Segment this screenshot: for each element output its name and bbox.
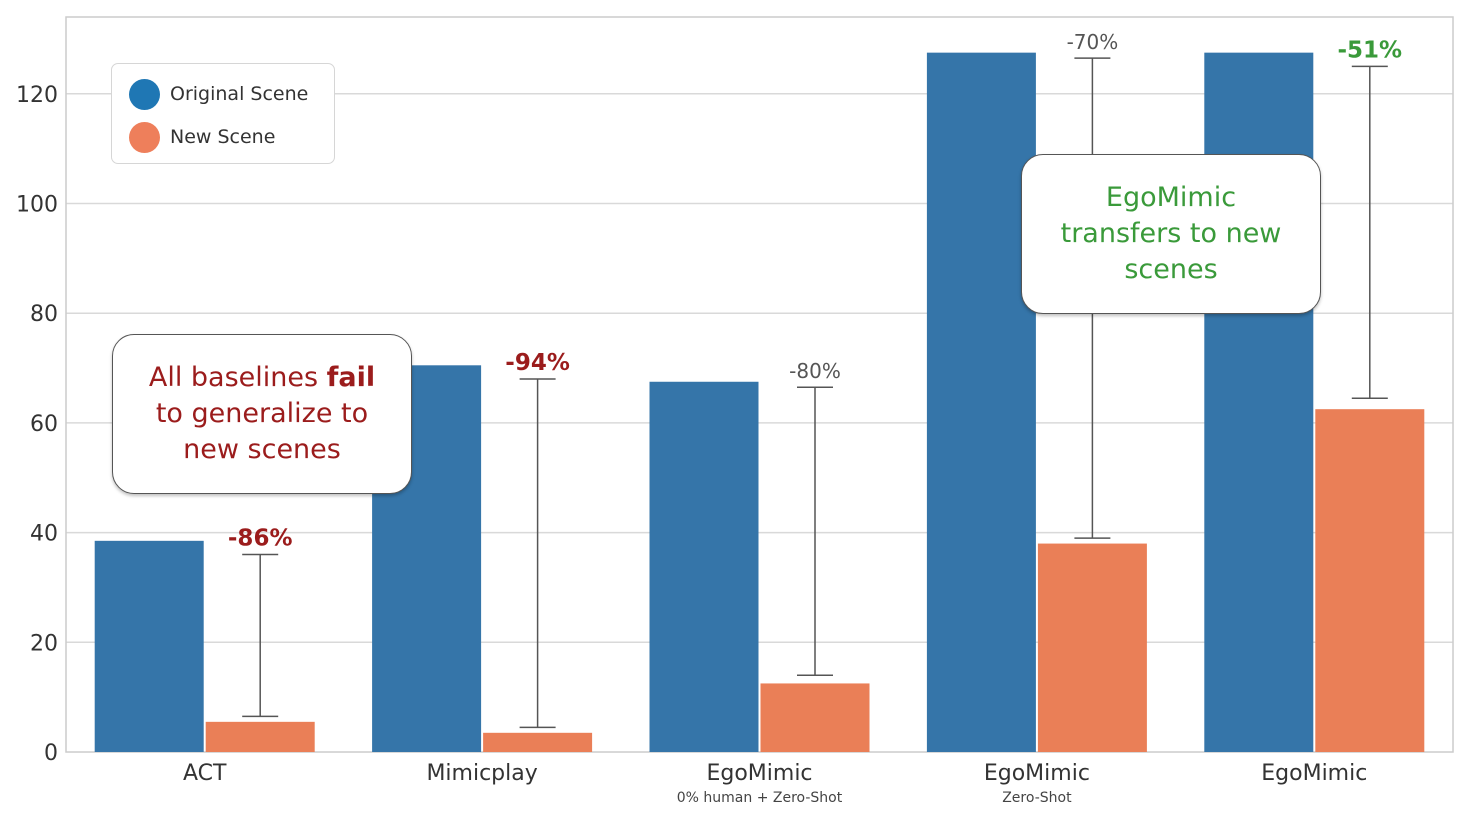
chart-legend: Original Scene New Scene <box>111 63 335 164</box>
x-tick-sublabel: Zero-Shot <box>1002 790 1072 806</box>
drop-percentage-label: -70% <box>1067 30 1119 54</box>
y-tick-label: 40 <box>30 522 58 547</box>
x-tick-label: ACT <box>183 761 227 786</box>
callout-fail-text-2: to generalize to new scenes <box>155 398 369 465</box>
legend-swatch-original <box>129 78 160 110</box>
bar-new-scene <box>1037 543 1147 752</box>
legend-label-original: Original Scene <box>170 83 309 105</box>
legend-item-original: Original Scene <box>129 78 308 110</box>
y-tick-label: 20 <box>30 631 58 656</box>
x-tick-label: Mimicplay <box>426 761 537 786</box>
x-tick-sublabel: 0% human + Zero-Shot <box>677 790 843 806</box>
y-tick-label: 100 <box>16 192 58 217</box>
legend-label-new: New Scene <box>170 126 276 148</box>
y-tick-label: 60 <box>30 412 58 437</box>
x-tick-label: EgoMimic <box>1261 761 1367 786</box>
bar-new-scene <box>760 683 870 752</box>
bar-original-scene <box>649 381 759 752</box>
bar-original-scene <box>94 540 204 752</box>
callout-transfer-text: EgoMimic transfers to new scenes <box>1060 182 1282 285</box>
drop-percentage-label: -86% <box>228 526 293 552</box>
drop-percentage-label: -94% <box>505 350 570 376</box>
y-tick-label: 80 <box>30 302 58 327</box>
bar-new-scene <box>205 721 315 752</box>
bar-new-scene <box>483 732 593 752</box>
y-tick-label: 0 <box>44 741 58 766</box>
bar-original-scene <box>926 52 1036 753</box>
x-tick-label: EgoMimic <box>706 761 812 786</box>
y-tick-label: 120 <box>16 83 58 108</box>
plot-frame <box>65 16 1454 753</box>
legend-swatch-new <box>129 121 160 153</box>
egomimic-transfer-callout: EgoMimic transfers to new scenes <box>1021 154 1321 314</box>
bar-new-scene <box>1315 409 1425 752</box>
legend-item-new: New Scene <box>129 121 275 153</box>
x-tick-label: EgoMimic <box>984 761 1090 786</box>
callout-fail-bold: fail <box>326 362 376 393</box>
drop-percentage-label: -80% <box>789 359 841 383</box>
drop-percentage-label: -51% <box>1337 37 1402 63</box>
baselines-fail-callout: All baselines fail to generalize to new … <box>112 334 412 494</box>
callout-fail-text-1: All baselines <box>148 362 327 393</box>
